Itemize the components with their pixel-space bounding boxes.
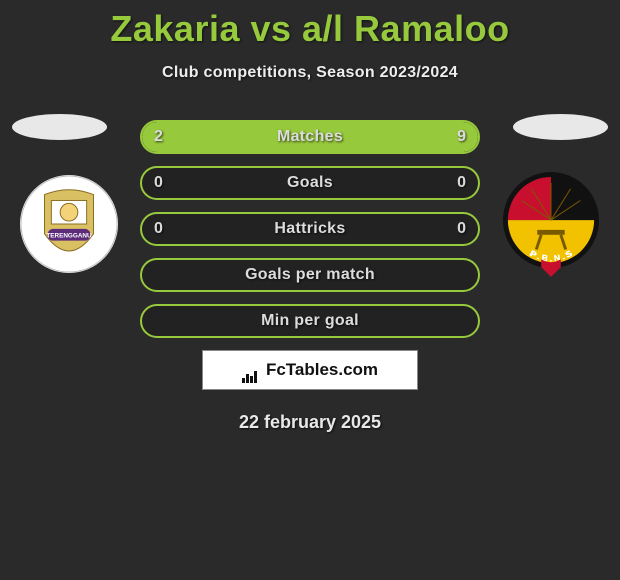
stat-label: Goals <box>142 174 478 192</box>
stat-row: Min per goal <box>140 304 480 338</box>
right-flag-placeholder <box>513 114 608 140</box>
comparison-panel: TERENGGANU P . B . N . S <box>0 120 620 433</box>
stat-label: Min per goal <box>142 312 478 330</box>
stat-label: Matches <box>142 128 478 146</box>
brand-text: FcTables.com <box>266 360 378 380</box>
stat-row: 29Matches <box>140 120 480 154</box>
left-club-crest: TERENGGANU <box>20 175 118 273</box>
page-title: Zakaria vs a/l Ramaloo <box>0 0 620 50</box>
svg-text:TERENGGANU: TERENGGANU <box>46 233 92 240</box>
pbns-crest-icon: P . B . N . S P . B . N . S <box>502 170 600 278</box>
date-label: 22 february 2025 <box>0 412 620 433</box>
left-flag-placeholder <box>12 114 107 140</box>
chart-icon <box>242 363 260 377</box>
brand-badge: FcTables.com <box>202 350 418 390</box>
right-club-crest: P . B . N . S P . B . N . S <box>502 175 600 273</box>
terengganu-crest-icon: TERENGGANU <box>20 175 118 273</box>
stat-row: Goals per match <box>140 258 480 292</box>
stat-label: Goals per match <box>142 266 478 284</box>
stat-row: 00Goals <box>140 166 480 200</box>
subtitle: Club competitions, Season 2023/2024 <box>0 64 620 82</box>
stat-rows: 29Matches 00Goals 00Hattricks Goals per mat… <box>140 120 480 338</box>
stat-label: Hattricks <box>142 220 478 238</box>
stat-row: 00Hattricks <box>140 212 480 246</box>
